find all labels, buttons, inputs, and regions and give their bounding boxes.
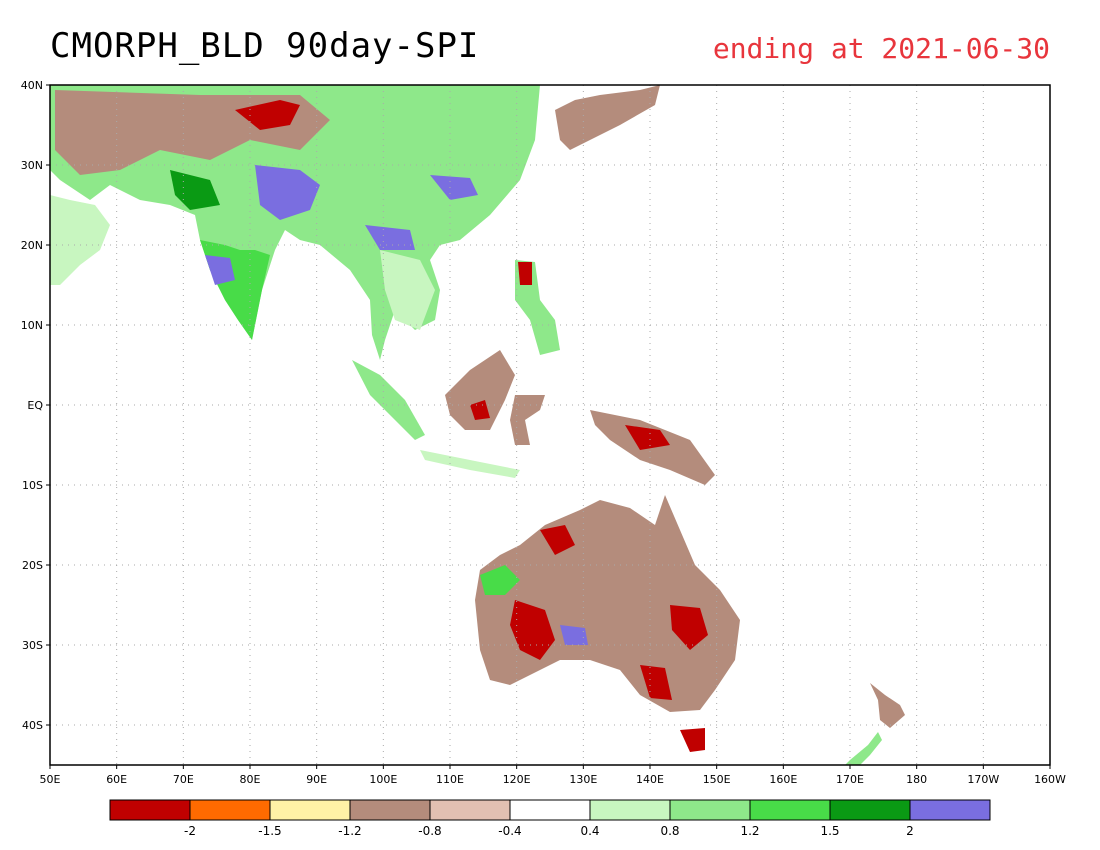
land-java bbox=[420, 450, 520, 478]
legend-swatch bbox=[829, 799, 911, 821]
lat-tick-label: 10N bbox=[21, 319, 43, 332]
land-indochina bbox=[380, 250, 435, 330]
legend-swatch bbox=[429, 799, 511, 821]
lon-tick-label: 170E bbox=[836, 773, 864, 786]
legend-label: -1.5 bbox=[258, 824, 281, 838]
lon-tick-label: 140E bbox=[636, 773, 664, 786]
legend-label: -2 bbox=[184, 824, 196, 838]
legend-swatch bbox=[669, 799, 751, 821]
legend-swatch bbox=[589, 799, 671, 821]
legend-label: -0.8 bbox=[418, 824, 441, 838]
land-china-darkgreen bbox=[170, 170, 220, 210]
legend-label: 1.2 bbox=[740, 824, 759, 838]
land-australia-red-e bbox=[670, 605, 708, 650]
land-india-purple bbox=[205, 255, 235, 285]
land-arabia-east bbox=[50, 195, 110, 285]
land-luzon-red bbox=[518, 262, 532, 285]
lon-tick-label: 50E bbox=[40, 773, 61, 786]
legend-label: -0.4 bbox=[498, 824, 521, 838]
legend-label: 2 bbox=[906, 824, 914, 838]
axis-ticks: 50E 60E 70E 80E 90E 100E 110E 120E 130E 140E 150E 1… bbox=[21, 79, 1066, 786]
lon-tick-label: 170W bbox=[967, 773, 999, 786]
lon-tick-label: 100E bbox=[369, 773, 397, 786]
lat-tick-label: 10S bbox=[22, 479, 43, 492]
legend-swatch bbox=[269, 799, 351, 821]
land-nz-south bbox=[845, 732, 882, 765]
lon-tick-label: 160E bbox=[769, 773, 797, 786]
lon-tick-label: 70E bbox=[173, 773, 194, 786]
lat-tick-label: 20S bbox=[22, 559, 43, 572]
lon-tick-label: 180 bbox=[906, 773, 927, 786]
land-borneo bbox=[445, 350, 515, 430]
land-china-purple1 bbox=[255, 165, 320, 220]
map-title: CMORPH_BLD 90day-SPI bbox=[50, 26, 480, 66]
lon-tick-label: 80E bbox=[240, 773, 261, 786]
land-australia-red-w bbox=[510, 600, 555, 660]
lon-tick-label: 150E bbox=[703, 773, 731, 786]
land-australia-purple bbox=[560, 625, 588, 645]
spi-field bbox=[50, 85, 905, 765]
lon-tick-label: 60E bbox=[106, 773, 127, 786]
lat-tick-label: 40S bbox=[22, 719, 43, 732]
land-australia-red-se bbox=[640, 665, 672, 700]
legend-swatch bbox=[189, 799, 271, 821]
color-legend: -2 -1.5 -1.2 -0.8 -0.4 0.4 0.8 1.2 1.5 2 bbox=[109, 799, 991, 838]
legend-swatch bbox=[749, 799, 831, 821]
lon-tick-label: 160W bbox=[1034, 773, 1066, 786]
legend-swatch bbox=[509, 799, 591, 821]
land-peninsula-india bbox=[200, 240, 270, 340]
land-australia-green-w bbox=[480, 565, 520, 595]
lat-tick-label: EQ bbox=[27, 399, 43, 412]
legend-label: 0.8 bbox=[660, 824, 679, 838]
lat-tick-label: 20N bbox=[21, 239, 43, 252]
legend-label: 1.5 bbox=[820, 824, 839, 838]
land-sulawesi bbox=[510, 395, 545, 445]
land-tasmania bbox=[680, 728, 705, 752]
land-japan bbox=[555, 85, 660, 150]
lon-tick-label: 90E bbox=[306, 773, 327, 786]
lon-tick-label: 120E bbox=[503, 773, 531, 786]
land-china-purple3 bbox=[365, 225, 415, 250]
land-australia-red-nw bbox=[540, 525, 575, 555]
land-china-purple2 bbox=[430, 175, 478, 200]
lat-tick-label: 30N bbox=[21, 159, 43, 172]
map-frame bbox=[49, 84, 1051, 766]
land-nz-north bbox=[870, 683, 905, 728]
lat-tick-label: 30S bbox=[22, 639, 43, 652]
legend-swatch bbox=[349, 799, 431, 821]
land-borneo-red bbox=[470, 400, 490, 420]
legend-swatch bbox=[109, 799, 191, 821]
map-date-label: ending at 2021-06-30 bbox=[712, 32, 1050, 65]
lat-tick-label: 40N bbox=[21, 79, 43, 92]
lon-tick-label: 110E bbox=[436, 773, 464, 786]
land-north-red bbox=[235, 100, 300, 130]
lon-tick-label: 130E bbox=[569, 773, 597, 786]
legend-label: 0.4 bbox=[580, 824, 599, 838]
legend-swatch bbox=[909, 799, 991, 821]
land-new-guinea-red bbox=[625, 425, 670, 450]
land-sumatra bbox=[352, 360, 425, 440]
legend-label: -1.2 bbox=[338, 824, 361, 838]
